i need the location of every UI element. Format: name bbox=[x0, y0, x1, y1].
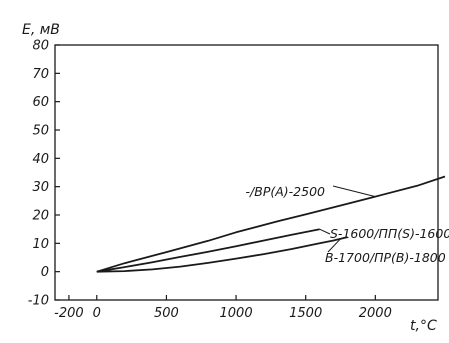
y-axis-ticks: -10 0 10 20 30 40 50 60 70 80 bbox=[28, 39, 60, 309]
series-label: В-1700/ПР(В)-1800 bbox=[325, 250, 446, 265]
y-tick-label: 80 bbox=[32, 39, 49, 54]
x-tick-label: 2000 bbox=[359, 306, 392, 321]
x-tick-label: 0 bbox=[93, 306, 101, 321]
y-tick-label: -10 bbox=[28, 294, 49, 309]
series-lines bbox=[96, 175, 446, 273]
series-line-2 bbox=[96, 236, 348, 273]
x-axis-ticks: -200 0 500 1000 1500 2000 bbox=[54, 295, 392, 321]
y-tick-label: 60 bbox=[32, 95, 49, 110]
y-tick-label: 20 bbox=[32, 209, 49, 224]
y-axis-title: E, мВ bbox=[22, 22, 60, 38]
series-label: -/ВР(А)-2500 bbox=[246, 184, 326, 199]
y-tick-label: 50 bbox=[32, 124, 49, 139]
series-label: S-1600/ПП(S)-1600 bbox=[330, 226, 449, 241]
series-label-leader bbox=[332, 185, 376, 198]
x-tick-label: -200 bbox=[54, 306, 84, 321]
series-line-1 bbox=[96, 228, 320, 273]
x-axis-title: t,°C bbox=[410, 318, 437, 334]
series-line-0 bbox=[96, 175, 446, 273]
series-label-leader bbox=[327, 238, 341, 253]
y-tick-label: 10 bbox=[32, 237, 49, 252]
y-tick-label: 30 bbox=[32, 180, 49, 195]
x-tick-label: 1500 bbox=[289, 306, 322, 321]
y-tick-label: 0 bbox=[41, 265, 49, 280]
plot-frame bbox=[54, 44, 439, 301]
series-label-leader bbox=[319, 228, 331, 235]
series-labels: -/ВР(А)-2500 S-1600/ПП(S)-1600 В-1700/ПР(В… bbox=[246, 184, 449, 265]
x-tick-label: 500 bbox=[154, 306, 179, 321]
y-tick-label: 70 bbox=[32, 67, 49, 82]
x-tick-label: 1000 bbox=[220, 306, 253, 321]
y-tick-label: 40 bbox=[32, 152, 49, 167]
